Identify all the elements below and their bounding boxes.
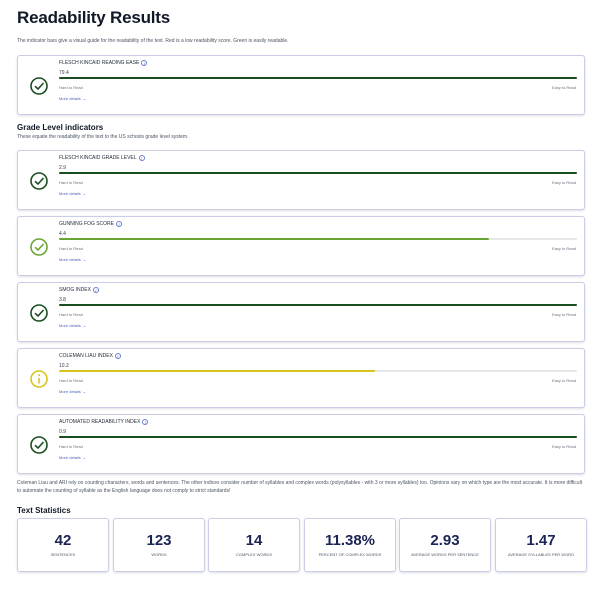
indicator-name: COLEMAN LIAU INDEX i	[59, 353, 121, 359]
hard-to-read-label: Hard to Read	[59, 378, 83, 383]
indicator-card: COLEMAN LIAU INDEX i 10.2 Hard to Read Ea…	[17, 348, 585, 408]
stat-value: 1.47	[526, 532, 556, 549]
indices-note: Coleman Liau and ARI rely on counting ch…	[17, 480, 583, 494]
indicator-name: GUNNING FOG SCORE i	[59, 221, 123, 227]
page-title: Readability Results	[17, 8, 171, 27]
stat-card-syllables-per-word: 1.47 AVERAGE SYLLABLES PER WORD	[495, 518, 587, 572]
info-icon[interactable]: i	[114, 353, 121, 359]
hard-to-read-label: Hard to Read	[59, 246, 83, 251]
easy-to-read-label: Easy to Read	[551, 312, 576, 317]
hard-to-read-label: Hard to Read	[59, 180, 83, 185]
easy-to-read-label: Easy to Read	[551, 246, 576, 251]
hard-to-read-label: Hard to Read	[59, 312, 83, 317]
indicator-name: SMOG INDEX i	[59, 287, 99, 293]
chevron-down-icon: ⌄	[82, 257, 87, 262]
stat-card-words: 123 WORDS	[113, 518, 205, 572]
info-icon[interactable]: i	[141, 60, 148, 66]
easy-to-read-label: Easy to Read	[551, 180, 576, 185]
grade-section-subtitle: These equate the readability of the text…	[17, 134, 189, 140]
indicator-bar-fill	[59, 238, 489, 240]
indicator-name: FLESCH KINCAID GRADE LEVEL i	[59, 155, 145, 161]
more-details-link[interactable]: More details ⌄	[59, 96, 87, 101]
check-circle-icon	[30, 238, 48, 256]
indicator-name: AUTOMATED READABILITY INDEX i	[59, 419, 149, 425]
stat-value: 2.93	[430, 532, 460, 549]
grade-section-title: Grade Level indicators	[17, 123, 104, 132]
indicator-card: AUTOMATED READABILITY INDEX i 0.9 Hard to…	[17, 414, 585, 474]
indicator-bar	[59, 436, 577, 438]
indicator-bar-fill	[59, 172, 577, 174]
indicator-value: 79.4	[59, 70, 69, 76]
indicator-bar	[59, 304, 577, 306]
more-details-link[interactable]: More details ⌄	[59, 323, 87, 328]
stat-label: WORDS	[151, 552, 167, 557]
chevron-down-icon: ⌄	[82, 389, 87, 394]
easy-to-read-label: Easy to Read	[551, 444, 576, 449]
check-circle-icon	[30, 436, 48, 454]
indicator-value: 3.8	[59, 297, 66, 303]
stat-label: AVERAGE SYLLABLES PER WORD	[508, 552, 574, 557]
stat-card-percent-complex: 11.38% PERCENT OF COMPLEX WORDS	[304, 518, 396, 572]
hard-to-read-label: Hard to Read	[59, 85, 83, 90]
text-statistics-title: Text Statistics	[17, 506, 71, 515]
info-icon[interactable]: i	[92, 287, 99, 293]
indicator-value: 10.2	[59, 363, 69, 369]
indicator-bar-fill	[59, 370, 375, 372]
stat-label: PERCENT OF COMPLEX WORDS	[318, 552, 382, 557]
stat-value: 123	[146, 532, 172, 549]
indicator-bar-fill	[59, 77, 577, 79]
stat-label: COMPLEX WORDS	[235, 552, 272, 557]
check-circle-icon	[30, 77, 48, 95]
indicator-card: FLESCH KINCAID GRADE LEVEL i 2.9 Hard to …	[17, 150, 585, 210]
indicator-bar-fill	[59, 304, 577, 306]
indicator-card: FLESCH KINCAID READING EASE i 79.4 Hard t…	[17, 55, 585, 115]
stat-value: 11.38%	[324, 532, 376, 549]
page-subtitle: The indicator bars give a visual guide f…	[17, 38, 289, 44]
chevron-down-icon: ⌄	[82, 323, 87, 328]
indicator-card: SMOG INDEX i 3.8 Hard to Read Easy to Rea…	[17, 282, 585, 342]
more-details-link[interactable]: More details ⌄	[59, 257, 87, 262]
more-details-link[interactable]: More details ⌄	[59, 191, 87, 196]
info-icon[interactable]: i	[142, 419, 149, 425]
stat-label: AVERAGE WORDS PER SENTENCE	[411, 552, 479, 557]
indicator-name: FLESCH KINCAID READING EASE i	[59, 60, 148, 66]
chevron-down-icon: ⌄	[82, 191, 87, 196]
easy-to-read-label: Easy to Read	[551, 85, 576, 90]
indicator-value: 2.9	[59, 165, 66, 171]
easy-to-read-label: Easy to Read	[551, 378, 576, 383]
more-details-link[interactable]: More details ⌄	[59, 389, 87, 394]
indicator-bar	[59, 238, 577, 240]
info-icon[interactable]: i	[138, 155, 145, 161]
stat-card-sentences: 42 SENTENCES	[17, 518, 109, 572]
indicator-bar	[59, 77, 577, 79]
stat-card-complex-words: 14 COMPLEX WORDS	[208, 518, 300, 572]
indicator-bar	[59, 370, 577, 372]
chevron-down-icon: ⌄	[82, 96, 87, 101]
check-circle-icon	[30, 304, 48, 322]
info-icon[interactable]: i	[116, 221, 123, 227]
stat-label: SENTENCES	[50, 552, 76, 557]
check-circle-icon	[30, 172, 48, 190]
indicator-value: 0.9	[59, 429, 66, 435]
indicator-bar-fill	[59, 436, 577, 438]
indicator-value: 4.4	[59, 231, 66, 237]
indicator-bar	[59, 172, 577, 174]
stat-value: 42	[54, 532, 72, 549]
stat-value: 14	[245, 532, 263, 549]
stat-card-words-per-sentence: 2.93 AVERAGE WORDS PER SENTENCE	[399, 518, 491, 572]
info-circle-icon	[30, 370, 48, 388]
hard-to-read-label: Hard to Read	[59, 444, 83, 449]
more-details-link[interactable]: More details ⌄	[59, 455, 87, 460]
chevron-down-icon: ⌄	[82, 455, 87, 460]
indicator-card: GUNNING FOG SCORE i 4.4 Hard to Read Easy…	[17, 216, 585, 276]
